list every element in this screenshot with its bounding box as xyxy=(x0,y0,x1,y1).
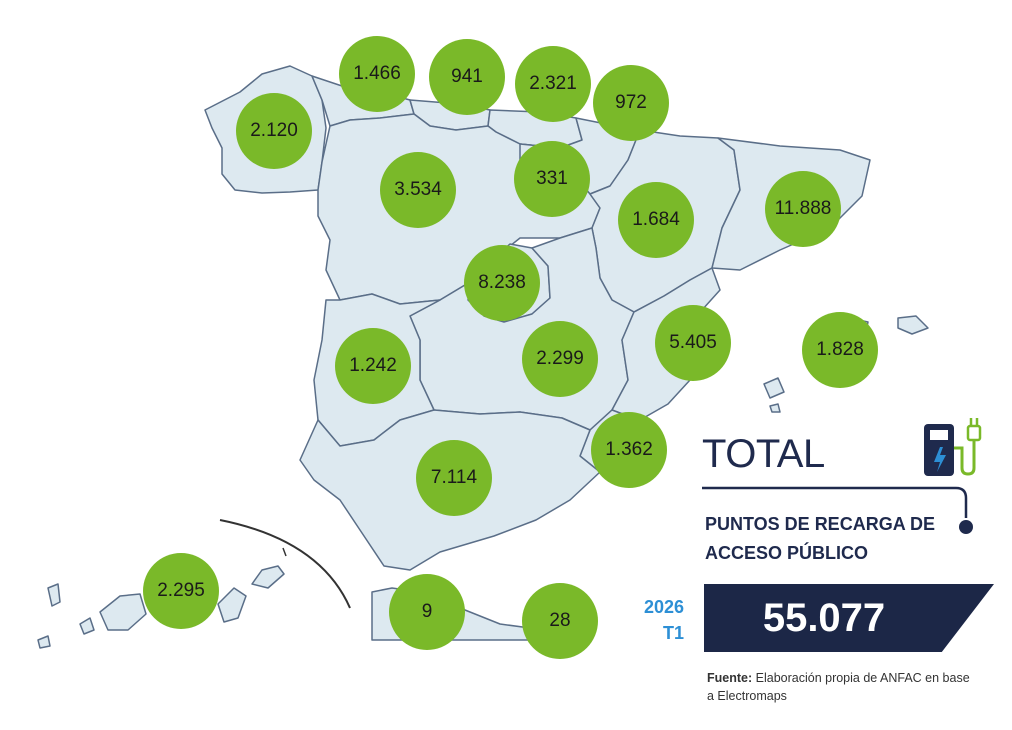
region-value-la-rioja: 331 xyxy=(514,141,590,217)
period-quarter: T1 xyxy=(662,623,684,643)
legend-divider-dot xyxy=(959,520,973,534)
region-value-castilla-y-leon: 3.534 xyxy=(380,152,456,228)
legend-subtitle: PUNTOS DE RECARGA DE ACCESO PÚBLICO xyxy=(705,514,936,563)
region-value-madrid: 8.238 xyxy=(464,245,540,321)
ev-charger-icon xyxy=(924,418,982,476)
region-value-aragon: 1.684 xyxy=(618,182,694,258)
canarias-inset-tick xyxy=(282,547,287,557)
region-value-castilla-la-mancha: 2.299 xyxy=(522,321,598,397)
total-value: 55.077 xyxy=(762,595,886,640)
region-shape-canarias-6 xyxy=(251,565,285,589)
region-shape-canarias-5 xyxy=(217,587,247,623)
source-note: Fuente: Elaboración propia de ANFAC en b… xyxy=(707,669,977,705)
region-shape-canarias-1 xyxy=(47,583,61,607)
canarias-inset-arc xyxy=(219,519,351,609)
region-shape-menorca xyxy=(897,315,929,335)
region-value-cantabria: 941 xyxy=(429,39,505,115)
region-shape-canarias-3 xyxy=(99,593,147,631)
region-value-cataluna: 11.888 xyxy=(765,171,841,247)
region-value-melilla: 28 xyxy=(522,583,598,659)
region-shape-canarias-4 xyxy=(37,635,51,649)
region-value-murcia: 1.362 xyxy=(591,412,667,488)
legend-divider xyxy=(702,486,968,518)
region-value-navarra: 972 xyxy=(593,65,669,141)
region-shape-formentera xyxy=(769,403,781,413)
legend-title: TOTAL xyxy=(702,432,825,476)
region-value-baleares: 1.828 xyxy=(802,312,878,388)
region-shape-canarias-2 xyxy=(79,617,95,635)
source-label: Fuente: xyxy=(707,671,753,685)
region-shape-ibiza xyxy=(763,377,785,399)
source-text: Elaboración propia de ANFAC en base a El… xyxy=(707,671,970,703)
region-value-asturias: 1.466 xyxy=(339,36,415,112)
region-value-pais-vasco: 2.321 xyxy=(515,46,591,122)
region-value-comunidad-valenciana: 5.405 xyxy=(655,305,731,381)
region-value-ceuta: 9 xyxy=(389,574,465,650)
region-value-andalucia: 7.114 xyxy=(416,440,492,516)
region-value-galicia: 2.120 xyxy=(236,93,312,169)
total-banner xyxy=(704,584,994,652)
region-value-extremadura: 1.242 xyxy=(335,328,411,404)
period-year: 2026 xyxy=(643,597,684,617)
region-value-canarias: 2.295 xyxy=(143,553,219,629)
